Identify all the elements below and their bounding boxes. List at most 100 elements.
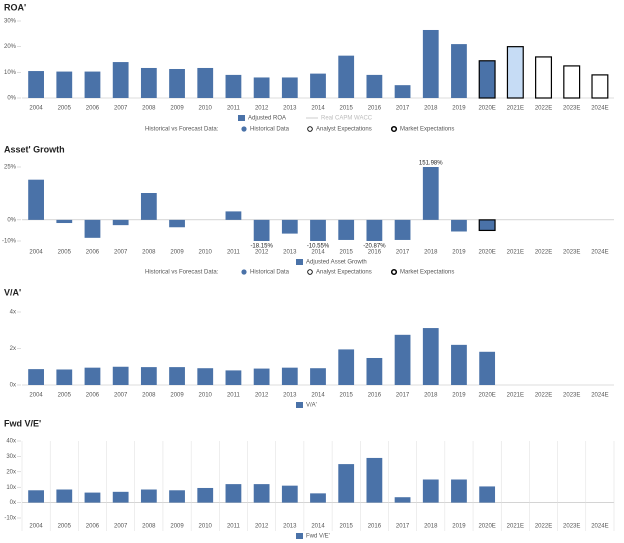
x-tick-label: 2010	[199, 106, 213, 112]
bar	[169, 367, 185, 385]
y-tick-label: 10x	[6, 485, 16, 491]
legend-swatch	[296, 259, 303, 265]
x-tick-label: 2017	[396, 393, 410, 399]
y-tick-label: 0%	[7, 96, 16, 102]
x-tick-label: 2007	[114, 393, 128, 399]
legend-label: Analyst Expectations	[316, 127, 372, 133]
x-tick-label: 2009	[170, 250, 184, 256]
y-tick-label: 2x	[10, 346, 16, 352]
x-tick-label: 2004	[29, 106, 43, 112]
bar	[281, 77, 298, 98]
bar	[225, 74, 242, 98]
legend-label: Analyst Expectations	[316, 270, 372, 276]
x-tick-label: 2005	[58, 250, 72, 256]
x-tick-label: 2011	[227, 524, 241, 530]
x-tick-label: 2008	[142, 524, 156, 530]
x-tick-label: 2007	[114, 250, 128, 256]
x-tick-label: 2018	[424, 393, 438, 399]
x-tick-label: 2021E	[507, 393, 524, 399]
bar	[310, 219, 326, 241]
x-tick-label: 2012	[255, 106, 269, 112]
y-tick-label: 10%	[4, 70, 17, 76]
legend-label: V/A'	[306, 403, 317, 409]
x-tick-label: 2020E	[478, 524, 495, 530]
legend-icon	[241, 269, 247, 275]
y-tick-label: 20%	[4, 44, 17, 50]
x-tick-label: 2020E	[478, 393, 495, 399]
bars	[28, 457, 496, 503]
x-tick-label: 2022E	[535, 106, 552, 112]
chart-title: V/A'	[4, 287, 21, 297]
bar	[281, 219, 298, 234]
bar	[84, 219, 101, 238]
x-tick-label: 2009	[170, 524, 184, 530]
bar	[140, 489, 157, 503]
x-tick-label: 2008	[142, 106, 156, 112]
x-tick-label: 2018	[424, 524, 438, 530]
x-tick-label: 2013	[283, 250, 297, 256]
bar	[28, 369, 44, 385]
bar	[310, 368, 326, 385]
x-tick-label: 2014	[311, 106, 325, 112]
x-tick-label: 2010	[199, 250, 213, 256]
bar	[478, 60, 496, 99]
bar	[197, 487, 214, 503]
bar	[451, 479, 467, 503]
legend-label: Adjusted ROA	[248, 116, 286, 122]
bar	[338, 464, 355, 503]
bar	[140, 193, 157, 220]
bar	[56, 71, 73, 98]
y-tick-label: 30%	[4, 19, 17, 25]
y-tick-label: 0x	[10, 383, 16, 389]
x-tick-label: 2023E	[563, 106, 580, 112]
bar	[478, 219, 496, 232]
x-tick-label: 2011	[227, 106, 241, 112]
x-tick-label: 2008	[142, 393, 156, 399]
x-tick-label: 2005	[58, 524, 72, 530]
bar	[169, 490, 185, 503]
x-tick-label: 2006	[86, 524, 100, 530]
x-tick-label: 2006	[86, 106, 100, 112]
legend-icon	[307, 126, 313, 132]
bar	[535, 56, 553, 99]
x-tick-label: 2016	[368, 106, 382, 112]
x-tick-label: 2016	[368, 250, 382, 256]
x-tick-label: 2012	[255, 393, 269, 399]
bars	[28, 29, 609, 99]
bar	[28, 71, 44, 98]
bar	[394, 497, 411, 503]
bar	[253, 77, 270, 98]
x-tick-label: 2011	[227, 250, 241, 256]
x-tick-label: 2018	[424, 250, 438, 256]
x-tick-label: 2020E	[478, 106, 495, 112]
y-tick-label: 25%	[4, 165, 17, 171]
bar	[366, 357, 383, 385]
x-tick-label: 2018	[424, 106, 438, 112]
bar	[366, 457, 383, 503]
x-tick-label: 2013	[283, 106, 297, 112]
bar	[422, 328, 439, 385]
y-tick-label: 4x	[10, 310, 16, 316]
bar	[281, 485, 298, 503]
x-tick-label: 2019	[452, 524, 466, 530]
bar	[253, 368, 270, 385]
bars	[28, 167, 496, 241]
bar	[140, 67, 157, 98]
bar	[140, 367, 157, 385]
value-label: -20.87%	[363, 244, 386, 250]
bar	[56, 369, 73, 385]
x-tick-label: 2024E	[591, 524, 608, 530]
x-tick-label: 2016	[368, 393, 382, 399]
bar	[225, 370, 242, 385]
bar	[112, 219, 129, 226]
y-tick-label: 30x	[6, 454, 16, 460]
x-tick-label: 2024E	[591, 106, 608, 112]
bar	[591, 74, 609, 99]
bar	[451, 44, 467, 98]
bar	[422, 29, 439, 98]
bar	[112, 366, 129, 385]
legend-label: Market Expectations	[400, 270, 454, 276]
x-tick-label: 2004	[29, 393, 43, 399]
legend-label: Historical Data	[250, 127, 290, 133]
y-tick-label: 0x	[10, 500, 16, 506]
